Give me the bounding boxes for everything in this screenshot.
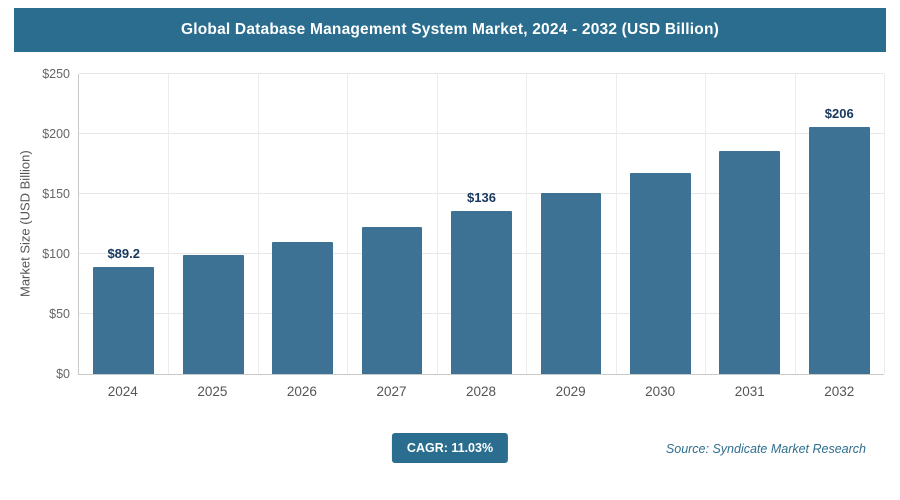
x-tick-label: 2032 (824, 384, 855, 399)
bar-2029 (540, 193, 602, 374)
bar-slot-2031 (705, 74, 794, 374)
y-axis-title: Market Size (USD Billion) (17, 150, 33, 298)
x-axis-labels: 2024 2025 2026 2027 2028 2029 2030 2031 2032 (78, 375, 884, 399)
bar-2032 (808, 126, 870, 374)
bar-slot-2024: $89.2 (79, 74, 168, 374)
x-tick-label: 2025 (197, 384, 228, 399)
x-tick-label: 2026 (286, 384, 317, 399)
bar-slot-2032: $206 (795, 74, 884, 374)
y-tick-label: $100 (42, 247, 70, 261)
bar-value-label: $136 (467, 190, 496, 206)
bar-2030 (629, 173, 691, 374)
y-tick-label: $200 (42, 127, 70, 141)
bar-slot-2025 (168, 74, 257, 374)
x-tick-label: 2028 (466, 384, 497, 399)
bar-2031 (719, 151, 781, 374)
bar-chart: Market Size (USD Billion) $0 $50 $100 $150 $… (14, 67, 885, 399)
chart-footer: CAGR: 11.03% Source: Syndicate Market Re… (0, 433, 900, 469)
y-tick-label: $50 (49, 307, 70, 321)
bar-2026 (272, 242, 333, 374)
chart-title: Global Database Management System Market… (181, 21, 719, 38)
bar-2025 (182, 255, 244, 374)
bar-2028 (451, 211, 512, 374)
cagr-badge: CAGR: 11.03% (391, 433, 509, 463)
bar-2027 (361, 227, 423, 374)
y-tick-label: $250 (42, 67, 70, 81)
x-tick-label: 2030 (645, 384, 676, 399)
bar-slot-2027 (347, 74, 436, 374)
bar-2024 (93, 266, 155, 374)
bar-slot-2029 (526, 74, 615, 374)
x-tick-label: 2031 (734, 384, 765, 399)
plot-area: $0 $50 $100 $150 $200 $250 $89.2 $136 $206 (42, 67, 885, 381)
bar-slot-2026 (258, 74, 347, 374)
y-tick-label: $0 (56, 367, 70, 381)
bars-row: $89.2 $136 $206 (79, 74, 884, 374)
x-tick-label: 2027 (376, 384, 407, 399)
x-tick-label: 2024 (107, 384, 138, 399)
bar-slot-2028: $136 (437, 74, 526, 374)
x-tick-label: 2029 (555, 384, 586, 399)
bar-value-label: $89.2 (107, 245, 140, 261)
bar-value-label: $206 (824, 105, 854, 121)
v-gridline (884, 74, 885, 374)
y-tick-label: $150 (42, 187, 70, 201)
bar-slot-2030 (616, 74, 705, 374)
source-text: Source: Syndicate Market Research (665, 442, 866, 456)
chart-header: Global Database Management System Market… (14, 8, 886, 52)
